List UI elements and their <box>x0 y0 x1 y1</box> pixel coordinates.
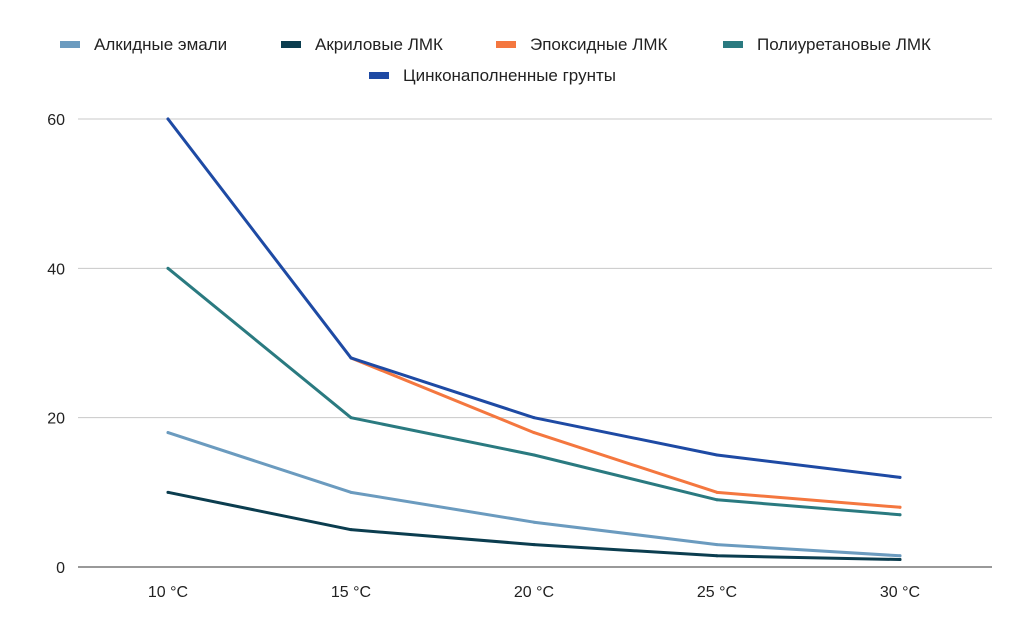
legend-label: Алкидные эмали <box>94 35 227 54</box>
x-tick-label: 20 °C <box>514 584 554 601</box>
data-point <box>349 528 353 532</box>
data-point <box>532 453 536 457</box>
data-point <box>898 513 902 517</box>
data-point <box>715 543 719 547</box>
data-point <box>898 558 902 562</box>
legend-label: Полиуретановые ЛМК <box>757 35 931 54</box>
legend-swatch <box>369 72 389 79</box>
data-point <box>349 356 353 360</box>
data-point <box>166 266 170 270</box>
legend-swatch <box>60 41 80 48</box>
data-point <box>898 505 902 509</box>
series-line-3 <box>166 266 902 517</box>
data-point <box>166 490 170 494</box>
data-point <box>532 520 536 524</box>
x-axis-ticks: 10 °C 15 °C 20 °C 25 °C 30 °C <box>148 584 920 601</box>
data-point <box>898 554 902 558</box>
data-point <box>532 416 536 420</box>
x-tick-label: 30 °C <box>880 584 920 601</box>
legend-swatch <box>281 41 301 48</box>
data-point <box>166 117 170 121</box>
x-tick-label: 10 °C <box>148 584 188 601</box>
data-point <box>715 554 719 558</box>
gridlines <box>78 118 992 419</box>
legend: Алкидные эмали Акриловые ЛМК Эпоксидные ЛМ… <box>60 35 931 85</box>
series-line-2 <box>349 356 902 509</box>
legend-label: Цинконаполненные грунты <box>403 66 616 85</box>
series-line-4 <box>166 117 902 479</box>
data-point <box>349 490 353 494</box>
data-point <box>166 431 170 435</box>
y-tick-label: 40 <box>47 261 65 278</box>
data-point <box>715 498 719 502</box>
legend-label: Акриловые ЛМК <box>315 35 443 54</box>
legend-swatch <box>496 41 516 48</box>
data-point <box>349 416 353 420</box>
y-axis-ticks: 0 20 40 60 <box>47 112 65 577</box>
legend-label: Эпоксидные ЛМК <box>530 35 668 54</box>
data-point <box>715 453 719 457</box>
y-tick-label: 60 <box>47 112 65 129</box>
data-point <box>532 543 536 547</box>
data-point <box>532 431 536 435</box>
y-tick-label: 20 <box>47 411 65 428</box>
series-lines <box>166 117 902 562</box>
data-point <box>898 475 902 479</box>
legend-swatch <box>723 41 743 48</box>
y-tick-label: 0 <box>56 560 65 577</box>
x-tick-label: 15 °C <box>331 584 371 601</box>
series-line-0 <box>166 431 902 558</box>
data-point <box>715 490 719 494</box>
x-tick-label: 25 °C <box>697 584 737 601</box>
